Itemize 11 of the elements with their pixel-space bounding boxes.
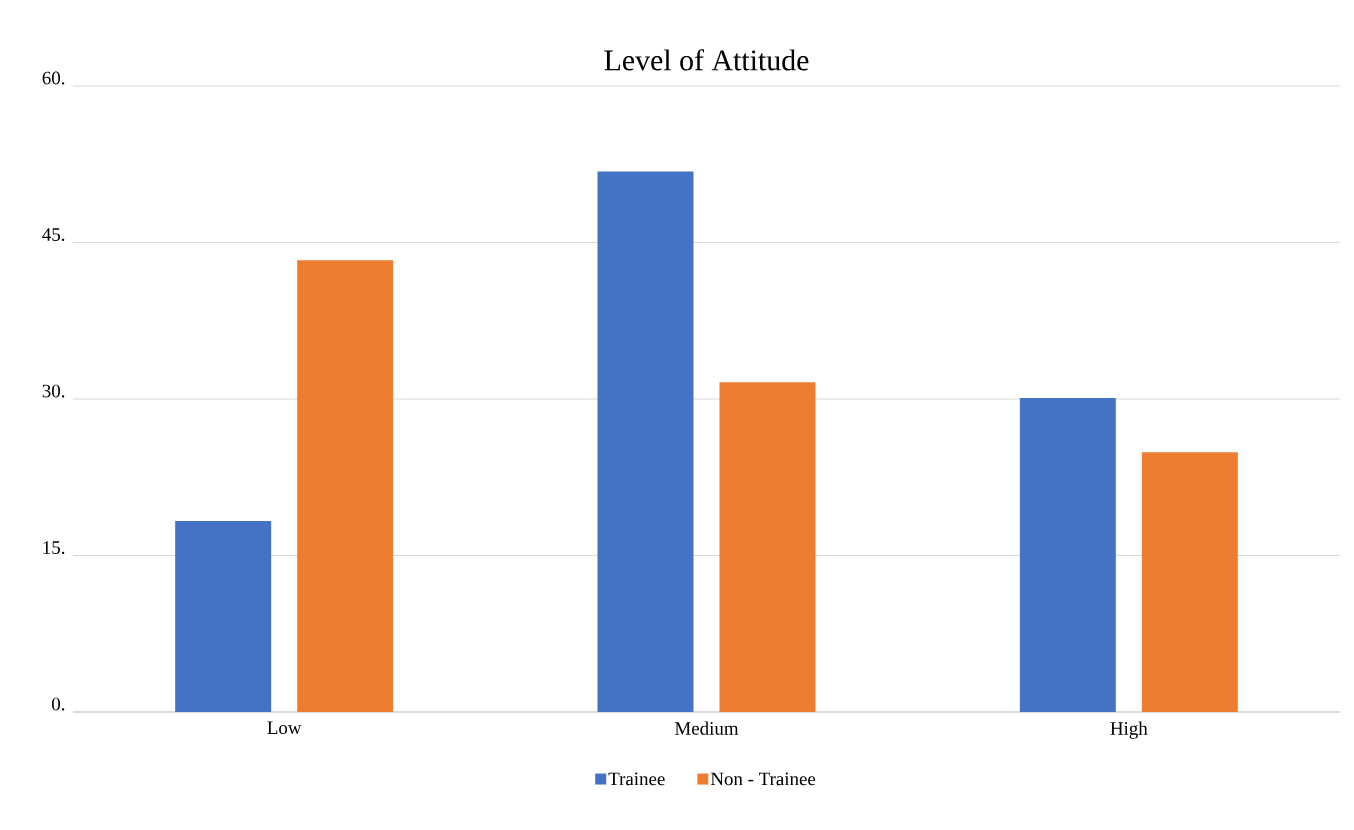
x-tick-label: High	[1110, 721, 1148, 739]
legend-label: Trainee	[608, 772, 665, 786]
chart-title: Level of Attitude	[604, 49, 809, 71]
y-tick-label: 30.	[42, 384, 65, 398]
legend-label: Non - Trainee	[710, 772, 816, 786]
y-tick-label: 45.	[42, 228, 65, 241]
y-tick-label: 60.	[42, 71, 65, 85]
x-tick-label: Low	[267, 721, 302, 735]
x-tick-label: Medium	[674, 721, 739, 735]
y-tick-label: 0.	[52, 697, 65, 711]
y-tick-label: 15.	[43, 541, 65, 554]
